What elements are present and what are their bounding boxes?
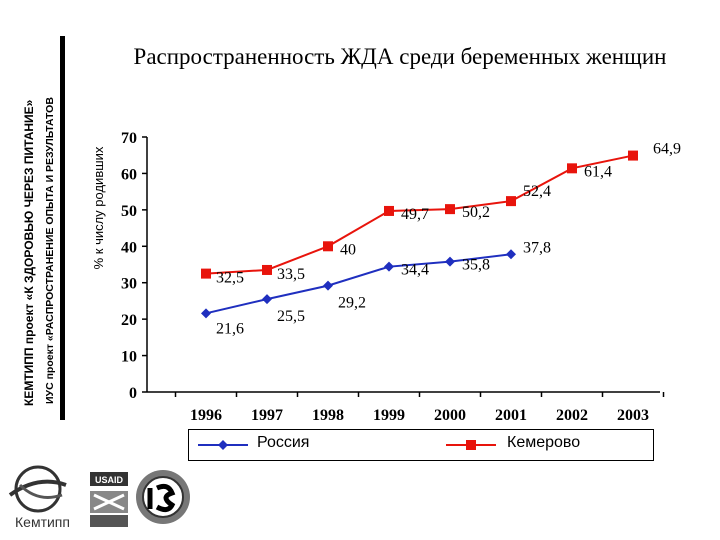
chart-legend: Россия Кемерово xyxy=(188,429,654,461)
y-tick-label: 40 xyxy=(121,239,137,256)
y-tick-label: 30 xyxy=(121,276,137,293)
series-line-1 xyxy=(205,154,634,275)
x-tick-label: 2000 xyxy=(434,407,466,424)
legend-kemerovo-label: Кемерово xyxy=(507,434,581,451)
data-point xyxy=(445,204,455,215)
data-point xyxy=(201,268,211,279)
x-tick-label: 2003 xyxy=(617,407,649,424)
data-label: 61,4 xyxy=(584,163,612,180)
data-point xyxy=(262,264,272,275)
data-point xyxy=(323,241,333,252)
data-label: 32,5 xyxy=(216,270,244,287)
chart-area: 0 10 20 30 40 50 60 70 1996 1997 1998 1999 2000 2001 2… xyxy=(91,130,681,424)
data-label: 33,5 xyxy=(277,266,305,283)
x-tick-label: 1999 xyxy=(373,407,405,424)
data-label: 37,8 xyxy=(523,239,551,256)
x-tick-label: 1998 xyxy=(312,407,344,424)
data-label: 52,4 xyxy=(523,183,551,200)
data-label: 29,2 xyxy=(338,295,366,312)
data-point xyxy=(262,294,272,305)
y-tick-label: 70 xyxy=(121,130,137,147)
data-label: 34,4 xyxy=(401,262,429,279)
data-label: 49,7 xyxy=(401,206,429,223)
x-tick-label: 2001 xyxy=(495,407,527,424)
y-tick-label: 60 xyxy=(121,166,137,183)
data-label: 64,9 xyxy=(653,141,681,158)
data-label: 25,5 xyxy=(277,308,305,325)
data-point xyxy=(567,163,577,174)
data-point xyxy=(506,249,516,260)
data-label: 35,8 xyxy=(462,257,490,274)
kemtipp-logo-text: Кемтипп xyxy=(15,514,70,530)
data-point xyxy=(445,256,455,267)
series-line-0 xyxy=(205,253,512,315)
y-tick-label: 0 xyxy=(129,385,137,402)
legend-kemerovo-marker xyxy=(446,440,496,450)
data-point xyxy=(384,261,394,272)
data-point xyxy=(384,205,394,216)
data-point xyxy=(201,308,211,319)
data-point xyxy=(506,196,516,207)
side-divider xyxy=(60,36,65,420)
y-axis-label: % к числу родивших xyxy=(91,146,106,269)
y-tick-label: 10 xyxy=(121,349,137,366)
x-tick-label: 2002 xyxy=(556,407,588,424)
chart-title: Распространенность ЖДА среди беременных … xyxy=(133,44,667,69)
legend-russia-label: Россия xyxy=(257,434,310,451)
kemtipp-logo xyxy=(8,465,67,513)
data-label: 21,6 xyxy=(216,320,244,337)
data-point xyxy=(628,150,638,161)
ics-logo xyxy=(136,470,190,524)
y-tick-label: 50 xyxy=(121,203,137,220)
data-label: 50,2 xyxy=(462,204,490,221)
legend-russia-marker xyxy=(198,440,248,450)
usaid-logo-text: USAID xyxy=(92,474,127,486)
y-tick-label: 20 xyxy=(121,312,137,329)
data-point xyxy=(323,280,333,291)
data-label: 40 xyxy=(340,241,356,258)
x-tick-label: 1996 xyxy=(190,407,222,424)
x-tick-label: 1997 xyxy=(251,407,283,424)
